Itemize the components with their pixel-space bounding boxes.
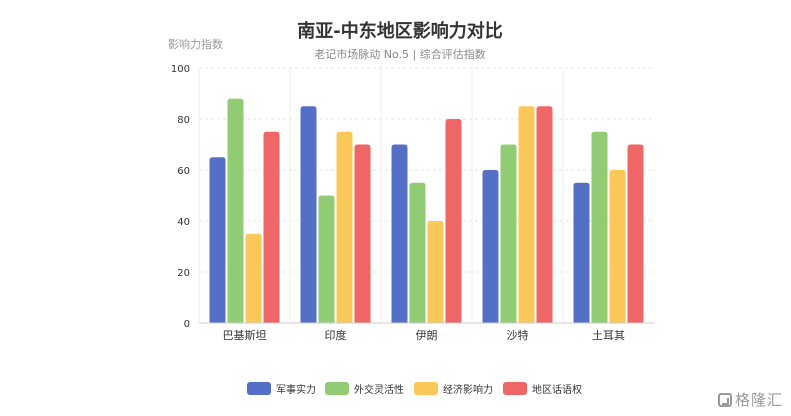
y-tick-label: 100 — [171, 64, 190, 75]
bar[interactable] — [427, 221, 444, 323]
y-tick-label: 0 — [184, 319, 190, 330]
bars — [209, 98, 644, 324]
bar[interactable] — [263, 131, 280, 323]
legend-label: 军事实力 — [276, 383, 316, 396]
logo-icon — [717, 392, 732, 407]
bar[interactable] — [482, 170, 499, 323]
x-tick-label: 印度 — [325, 328, 347, 342]
bar[interactable] — [445, 119, 462, 323]
bar[interactable] — [500, 144, 517, 324]
legend-swatch — [503, 382, 527, 395]
legend-swatch — [247, 382, 271, 395]
bar[interactable] — [536, 106, 553, 323]
legend-item[interactable]: 外交灵活性 — [325, 382, 404, 396]
bar[interactable] — [591, 131, 608, 323]
legend-label: 地区话语权 — [532, 383, 582, 396]
bar[interactable] — [354, 144, 371, 324]
legend-swatch — [414, 382, 438, 395]
bar[interactable] — [409, 182, 426, 323]
x-tick-label: 土耳其 — [592, 329, 625, 342]
watermark-text: 格隆汇 — [734, 391, 783, 409]
bar[interactable] — [318, 195, 335, 324]
x-tick-label: 沙特 — [507, 328, 529, 342]
y-axis-label: 影响力指数 — [168, 37, 223, 51]
y-tick-label: 20 — [177, 268, 190, 279]
legend-label: 外交灵活性 — [354, 383, 404, 396]
bar[interactable] — [391, 144, 408, 324]
y-tick-label: 80 — [177, 115, 190, 126]
bar[interactable] — [336, 131, 353, 323]
y-tick-label: 60 — [177, 166, 190, 177]
legend-item[interactable]: 经济影响力 — [414, 382, 493, 396]
legend-item[interactable]: 军事实力 — [247, 382, 316, 396]
bar[interactable] — [209, 157, 226, 323]
legend[interactable]: 军事实力 外交灵活性 经济影响力 地区话语权 — [247, 382, 582, 396]
bar[interactable] — [573, 182, 590, 323]
x-tick-label: 伊朗 — [416, 329, 438, 342]
bar[interactable] — [518, 106, 535, 323]
legend-item[interactable]: 地区话语权 — [503, 382, 582, 396]
bar[interactable] — [609, 170, 626, 323]
bar[interactable] — [227, 98, 244, 323]
chart-title: 南亚-中东地区影响力对比 — [297, 20, 502, 42]
x-tick-label: 巴基斯坦 — [223, 328, 267, 342]
bar[interactable] — [300, 106, 317, 323]
legend-label: 经济影响力 — [443, 383, 493, 396]
y-tick-label: 40 — [177, 217, 190, 228]
watermark: 格隆汇 — [717, 389, 783, 410]
legend-swatch — [325, 382, 349, 395]
y-axis-ticks: 0 20 40 60 80 100 — [171, 64, 190, 330]
bar[interactable] — [245, 233, 262, 323]
bar[interactable] — [627, 144, 644, 324]
chart-subtitle: 老记市场脉动 No.5 | 综合评估指数 — [314, 47, 485, 61]
x-axis: 巴基斯坦 印度 伊朗 沙特 土耳其 — [199, 322, 654, 342]
